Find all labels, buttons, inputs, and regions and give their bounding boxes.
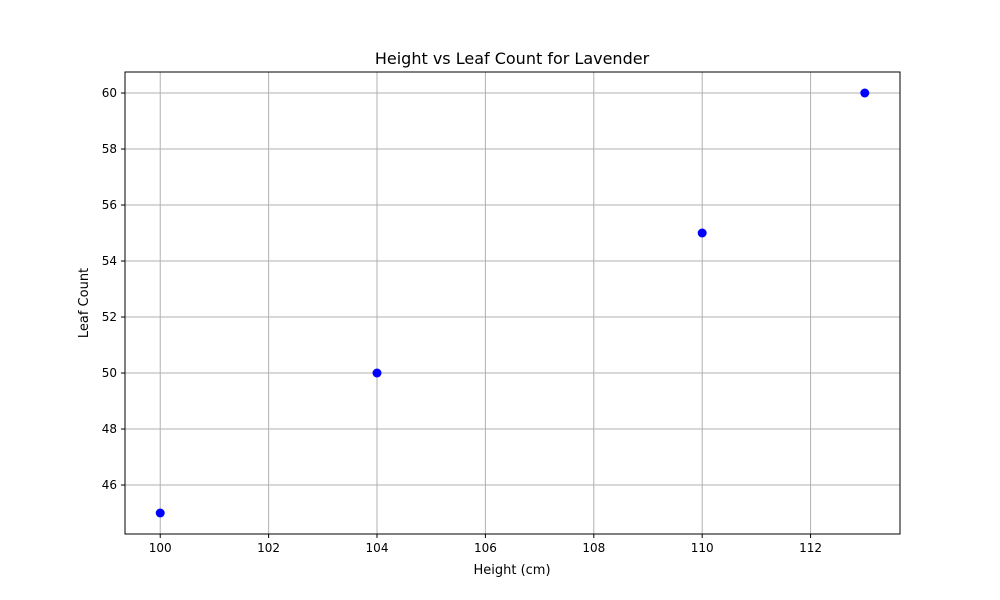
- y-tick-label: 54: [102, 254, 117, 268]
- plot-frame: [124, 71, 901, 535]
- chart-title: Height vs Leaf Count for Lavender: [375, 49, 650, 68]
- x-axis-label: Height (cm): [473, 563, 550, 578]
- axis-ticks: 100 102 104 106 108 110 112 46 48 50 52 54 56 58 60: [102, 86, 822, 555]
- y-axis-label: Leaf Count: [77, 268, 92, 338]
- y-tick-label: 60: [102, 86, 117, 100]
- y-tick-label: 58: [102, 142, 117, 156]
- data-points: [155, 88, 870, 518]
- scatter-point: [372, 368, 382, 378]
- x-tick-label: 108: [582, 541, 605, 555]
- x-tick-label: 106: [474, 541, 497, 555]
- scatter-point: [860, 88, 870, 98]
- x-tick-label: 112: [799, 541, 822, 555]
- x-tick-label: 110: [691, 541, 714, 555]
- scatter-point: [697, 228, 707, 238]
- y-tick-label: 56: [102, 198, 117, 212]
- x-tick-label: 100: [149, 541, 172, 555]
- x-tick-label: 102: [257, 541, 280, 555]
- y-tick-label: 46: [102, 478, 117, 492]
- y-tick-label: 52: [102, 310, 117, 324]
- x-tick-label: 104: [366, 541, 389, 555]
- y-tick-label: 50: [102, 366, 117, 380]
- grid: [125, 72, 900, 534]
- scatter-point: [155, 508, 165, 518]
- y-tick-label: 48: [102, 422, 117, 436]
